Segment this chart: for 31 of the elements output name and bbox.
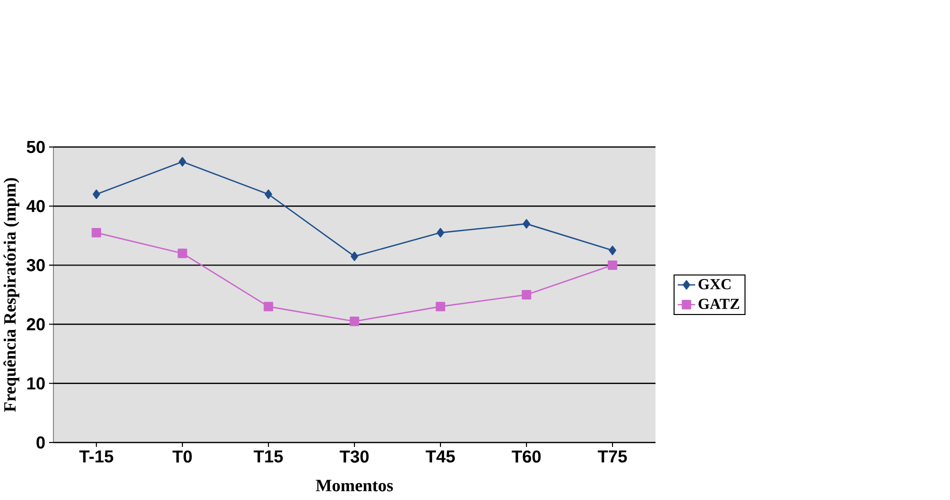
legend-label: GATZ	[698, 298, 740, 309]
point	[608, 260, 618, 270]
legend-label: GXC	[698, 278, 731, 290]
point	[92, 189, 100, 199]
x-axis-title: Momentos	[316, 480, 393, 492]
point	[92, 228, 102, 238]
point	[436, 228, 444, 238]
y-tick-label: 10	[27, 377, 45, 390]
x-tick-label: T45	[426, 450, 455, 462]
x-tick-label: T30	[340, 450, 369, 463]
y-tick-label: 40	[26, 200, 45, 212]
point	[522, 290, 532, 300]
point	[264, 189, 272, 199]
point	[264, 302, 274, 312]
point	[178, 248, 188, 258]
x-tick-label: T15	[254, 450, 283, 462]
x-tick-label: T75	[598, 450, 627, 462]
point	[178, 156, 186, 166]
x-tick-label: T60	[512, 450, 541, 463]
point	[608, 246, 616, 255]
y-tick-label: 20	[26, 318, 45, 330]
point	[522, 218, 530, 228]
x-tick-label: T-15	[79, 450, 114, 462]
x-tick-label: T0	[172, 450, 192, 463]
y-tick-label: 50	[26, 140, 45, 153]
y-axis-title: Frequência Respiratória (mpm)	[3, 178, 20, 412]
point	[350, 251, 358, 261]
y-tick-label: 0	[36, 436, 45, 448]
point	[436, 302, 446, 312]
y-tick-label: 30	[26, 258, 45, 272]
point	[350, 316, 360, 326]
